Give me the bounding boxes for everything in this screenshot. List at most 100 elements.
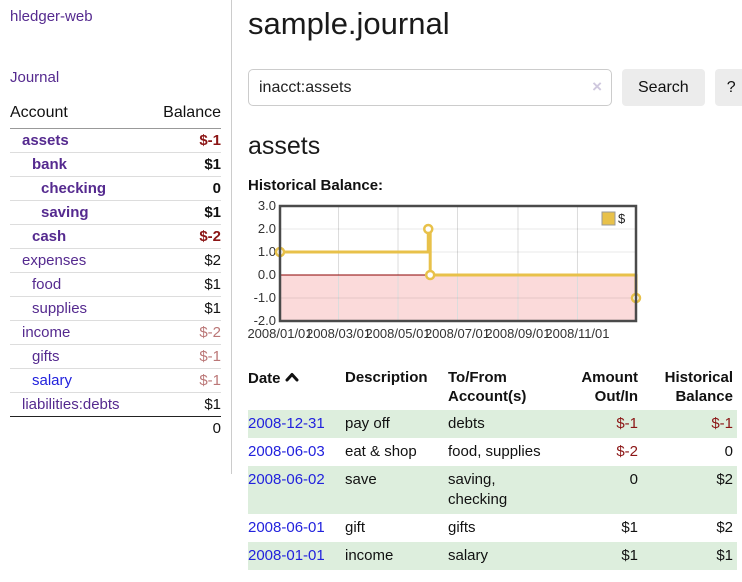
transaction-description: pay off (345, 415, 390, 432)
account-link-liabilities-debts[interactable]: liabilities:debts (22, 396, 120, 413)
account-row: expenses $2 (10, 248, 221, 273)
account-row: salary $-1 (10, 368, 221, 393)
account-total-value: 0 (212, 420, 221, 437)
transaction-date-link[interactable]: 2008-01-01 (248, 547, 325, 564)
transaction-date-link[interactable]: 2008-12-31 (248, 415, 325, 432)
account-balance: $-1 (148, 368, 221, 393)
description-header: Description (345, 369, 428, 386)
account-balance: $-2 (148, 224, 221, 249)
search-button[interactable]: Search (622, 69, 705, 106)
y-axis-tick-label: 2.0 (257, 221, 276, 236)
account-link-expenses[interactable]: expenses (22, 252, 87, 269)
transaction-description: save (345, 471, 377, 488)
chart-title: Historical Balance: (248, 177, 384, 194)
transaction-date-link[interactable]: 2008-06-02 (248, 471, 325, 488)
transaction-date-link[interactable]: 2008-06-03 (248, 443, 325, 460)
transaction-date-link[interactable]: 2008-06-01 (248, 519, 325, 536)
transaction-amount: $1 (621, 519, 638, 536)
x-axis-tick-label: 2008/05/01 (365, 326, 431, 341)
account-balance: $2 (148, 248, 221, 273)
transaction-balance: $-1 (711, 415, 733, 432)
account-row: assets $-1 (10, 128, 221, 153)
account-column-header: Account (10, 102, 149, 129)
account-row: checking 0 (10, 176, 221, 201)
account-tree: Account Balance assets $-1 bank $1 checking 0… (10, 102, 221, 440)
x-axis-tick-label: 2008/01/01 (247, 326, 313, 341)
register-row: 2008-06-01 gift gifts $1 $2 (248, 514, 737, 542)
app: hledger-web Journal Account Balance asse… (10, 0, 742, 570)
account-balance: $1 (148, 152, 221, 177)
date-header-label: Date (248, 370, 281, 387)
account-link-cash[interactable]: cash (32, 228, 67, 245)
y-axis-tick-label: 3.0 (257, 198, 276, 213)
x-axis-tick-label: 2008/09/01 (485, 326, 551, 341)
clear-search-icon[interactable]: × (592, 77, 602, 96)
account-link-checking[interactable]: checking (41, 180, 107, 197)
account-link-supplies[interactable]: supplies (32, 300, 88, 317)
plot-border (278, 204, 638, 323)
legend-label: $ (618, 211, 626, 226)
account-balance: $1 (148, 296, 221, 321)
account-link-income[interactable]: income (22, 324, 71, 341)
transaction-balance: $2 (716, 471, 733, 488)
transaction-amount: 0 (629, 471, 638, 488)
account-row: income $-2 (10, 320, 221, 345)
account-balance: $-1 (148, 344, 221, 369)
account-balance: $1 (148, 200, 221, 225)
account-row: saving $1 (10, 200, 221, 225)
account-link-gifts[interactable]: gifts (32, 348, 60, 365)
account-total-row: 0 (10, 417, 221, 441)
transaction-balance: 0 (724, 443, 733, 460)
account-link-assets[interactable]: assets (22, 132, 69, 149)
search-form: × Search ? (248, 69, 742, 106)
balance-column-header: Balance (148, 102, 221, 129)
account-link-food[interactable]: food (32, 276, 62, 293)
account-balance: $-1 (148, 128, 221, 153)
account-page-title: assets (248, 132, 321, 160)
brand-link[interactable]: hledger-web (10, 8, 93, 25)
transaction-description: income (345, 547, 394, 564)
y-axis-tick-label: -2.0 (253, 313, 276, 328)
search-input[interactable] (248, 69, 612, 106)
transaction-accounts: gifts (448, 519, 476, 536)
transaction-amount: $-1 (616, 415, 638, 432)
date-sort-header[interactable]: Date (248, 366, 345, 410)
sidebar-item-journal[interactable]: Journal (10, 69, 60, 86)
x-axis-tick-label: 2008/11/01 (545, 326, 610, 341)
y-axis-tick-label: 0.0 (257, 267, 276, 282)
register-row: 2008-01-01 income salary $1 $1 (248, 542, 737, 570)
data-point-marker (423, 223, 434, 235)
search-box: × (248, 69, 612, 106)
historical-balance-chart: 3.0 2.0 1.0 0.0 -1.0 -2.0 $ 2008/01/01 2008/03… (247, 198, 728, 342)
account-row: supplies $1 (10, 296, 221, 321)
transaction-description: eat & shop (345, 443, 417, 460)
transaction-balance: $2 (716, 519, 733, 536)
help-button[interactable]: ? (714, 69, 742, 106)
register-body: 2008-12-31 pay off debts $-1 $-1 2008-06-03 ea… (248, 410, 737, 570)
x-axis-tick-label: 2008/07/01 (424, 326, 491, 341)
register-row: 2008-06-03 eat & shop food, supplies $-2 0 (248, 438, 737, 466)
account-row: cash $-2 (10, 224, 221, 249)
account-row: food $1 (10, 272, 221, 297)
main-content: sample.journal × Search ? assets Histori… (232, 0, 742, 570)
transaction-accounts: debts (448, 415, 485, 432)
account-link-bank[interactable]: bank (32, 156, 68, 173)
data-point-marker (424, 269, 436, 281)
accounts-header: To/From Account(s) (448, 369, 527, 405)
account-row: gifts $-1 (10, 344, 221, 369)
amount-header: Amount Out/In (581, 369, 638, 405)
register-table: Date Description To/From Account(s) Amou… (248, 366, 737, 570)
register-row: 2008-06-02 save saving, checking 0 $2 (248, 466, 737, 514)
account-tree-body: assets $-1 bank $1 checking 0 saving $1 cash $-2 e… (10, 128, 221, 417)
legend-swatch (601, 211, 616, 226)
account-link-salary[interactable]: salary (32, 372, 73, 389)
register-row: 2008-12-31 pay off debts $-1 $-1 (248, 410, 737, 438)
x-axis-tick-label: 2008/03/01 (305, 326, 372, 341)
transaction-accounts: food, supplies (448, 443, 541, 460)
sort-ascending-icon (285, 368, 299, 387)
account-row: bank $1 (10, 152, 221, 177)
account-link-saving[interactable]: saving (41, 204, 89, 221)
account-row: liabilities:debts $1 (10, 392, 221, 417)
y-axis-tick-label: 1.0 (257, 244, 276, 259)
register-header-row: Date Description To/From Account(s) Amou… (248, 366, 737, 410)
